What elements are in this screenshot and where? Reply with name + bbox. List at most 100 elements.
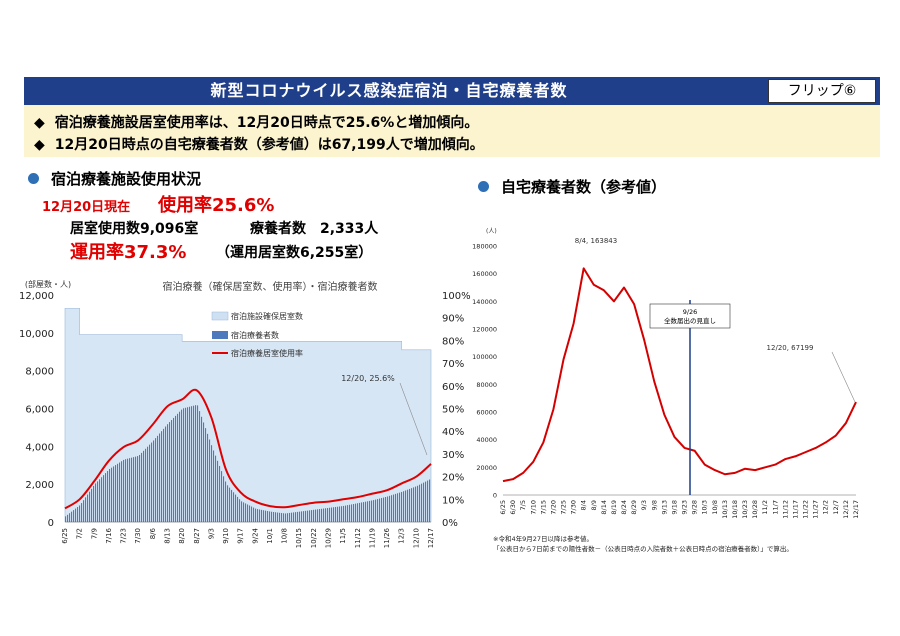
patients-bar	[69, 513, 71, 522]
patients-bar	[227, 485, 229, 522]
patients-bar	[357, 503, 359, 522]
x-tick-label: 10/22	[310, 528, 318, 548]
patients-bar	[135, 456, 137, 522]
footnote-1: ※令和4年9月27日以降は参考値。	[493, 535, 593, 543]
patients-bar	[295, 512, 297, 522]
patients-bar	[165, 426, 167, 522]
x-tick-label: 8/20	[178, 528, 186, 544]
y2-tick-label: 50%	[442, 405, 464, 416]
footnote-2: 「公表日から7日前までの陽性者数－（公表日時点の入院者数＋公表日時点の宿泊療養者…	[493, 545, 793, 553]
patients-bar	[111, 467, 113, 522]
patients-bar	[143, 450, 145, 522]
reporting-change-label: 9/26 全数届出の見直し	[664, 308, 716, 325]
patients-bar	[271, 511, 273, 522]
x-tick-label: 9/17	[237, 528, 245, 544]
bullet-dot-icon	[28, 173, 39, 184]
patients-bar	[373, 500, 375, 522]
patients-bar	[411, 488, 413, 522]
patients-bar	[421, 483, 423, 522]
y2-tick-label: 30%	[442, 450, 464, 461]
y-tick-label: 80000	[476, 381, 497, 389]
patients-bar	[125, 459, 127, 522]
x-tick-label: 9/3	[207, 528, 215, 539]
summary-text-1: 宿泊療養施設居室使用率は、12月20日時点で25.6%と増加傾向。	[54, 115, 479, 131]
patients-bar	[377, 499, 379, 522]
patients-bar	[81, 503, 83, 522]
patients-bar	[137, 456, 139, 522]
patients-bar	[155, 438, 157, 522]
patients-bar	[427, 480, 429, 522]
patients-bar	[349, 504, 351, 522]
patients-bar	[415, 486, 417, 522]
patients-bar	[395, 493, 397, 522]
x-tick-label: 10/13	[721, 500, 729, 519]
patients-bar	[359, 502, 361, 522]
patients-bar	[109, 468, 111, 522]
patients-bar	[191, 406, 193, 522]
legend-swatch-capacity	[211, 311, 229, 321]
patients-bar	[241, 501, 243, 522]
patients-bar	[169, 422, 171, 522]
x-tick-label: 9/24	[251, 527, 259, 543]
patients-bar	[107, 471, 109, 522]
patients-bar	[363, 502, 365, 522]
y2-tick-label: 100%	[442, 291, 471, 302]
patients-bar	[353, 504, 355, 522]
x-tick-label: 6/25	[61, 528, 69, 544]
x-tick-label: 7/5	[519, 500, 527, 510]
patients-bar	[89, 491, 91, 522]
patients-bar	[245, 503, 247, 522]
patients-bar	[239, 499, 241, 522]
patients-bar	[65, 516, 67, 522]
patients-bar	[199, 411, 201, 522]
x-tick-label: 7/30	[134, 528, 142, 544]
patients-bar	[249, 505, 251, 522]
x-tick-label: 7/23	[120, 528, 128, 544]
patients-bar	[175, 415, 177, 522]
reporting-change-label-line: 9/26	[683, 308, 698, 316]
x-tick-label: 10/1	[266, 528, 274, 544]
x-tick-label: 12/12	[842, 500, 850, 519]
diamond-icon: ◆	[34, 115, 45, 131]
patients-bar	[393, 494, 395, 522]
patients-bar	[379, 498, 381, 522]
patients-bar	[103, 475, 105, 522]
patients-bar	[275, 512, 277, 522]
summary-line-1: ◆ 宿泊療養施設居室使用率は、12月20日時点で25.6%と増加傾向。	[34, 112, 478, 132]
patients-bar	[375, 499, 377, 522]
patients-bar	[339, 506, 341, 522]
rooms-used: 居室使用数9,096室	[70, 221, 199, 237]
patients-bar	[67, 514, 69, 522]
y2-tick-label: 0%	[442, 518, 458, 529]
y-tick-label: 2,000	[25, 480, 54, 491]
patients-bar	[251, 506, 253, 522]
patients-bar	[287, 513, 289, 522]
patients-bar	[403, 491, 405, 522]
x-tick-label: 9/28	[691, 500, 699, 515]
patients-bar	[243, 502, 245, 522]
x-tick-label: 7/20	[549, 500, 557, 515]
y-axis-label: (部屋数・人)	[25, 279, 71, 289]
patients-bar	[171, 419, 173, 522]
x-tick-label: 8/6	[149, 527, 157, 539]
patients-bar	[101, 477, 103, 522]
patients-bar	[405, 490, 407, 522]
x-tick-label: 7/9	[90, 528, 98, 539]
y-tick-label: 6,000	[25, 405, 54, 416]
y-tick-label: 8,000	[25, 367, 54, 378]
usage-rate-line	[64, 388, 432, 510]
patients-bar	[293, 512, 295, 522]
rate-annotation: 12/20, 25.6%	[341, 374, 395, 383]
x-tick-label: 11/12	[354, 528, 362, 548]
y-tick-label: 120000	[472, 326, 497, 334]
patients-bar	[197, 405, 199, 522]
patients-bar	[147, 446, 149, 522]
patients-bar	[285, 513, 287, 522]
patients-bar	[347, 505, 349, 522]
patients-bar	[247, 504, 249, 522]
patients-bar	[297, 511, 299, 522]
y2-tick-label: 20%	[442, 473, 464, 484]
patients-bar	[229, 487, 231, 522]
patients-bar	[261, 509, 263, 522]
patients-bar	[413, 487, 415, 522]
